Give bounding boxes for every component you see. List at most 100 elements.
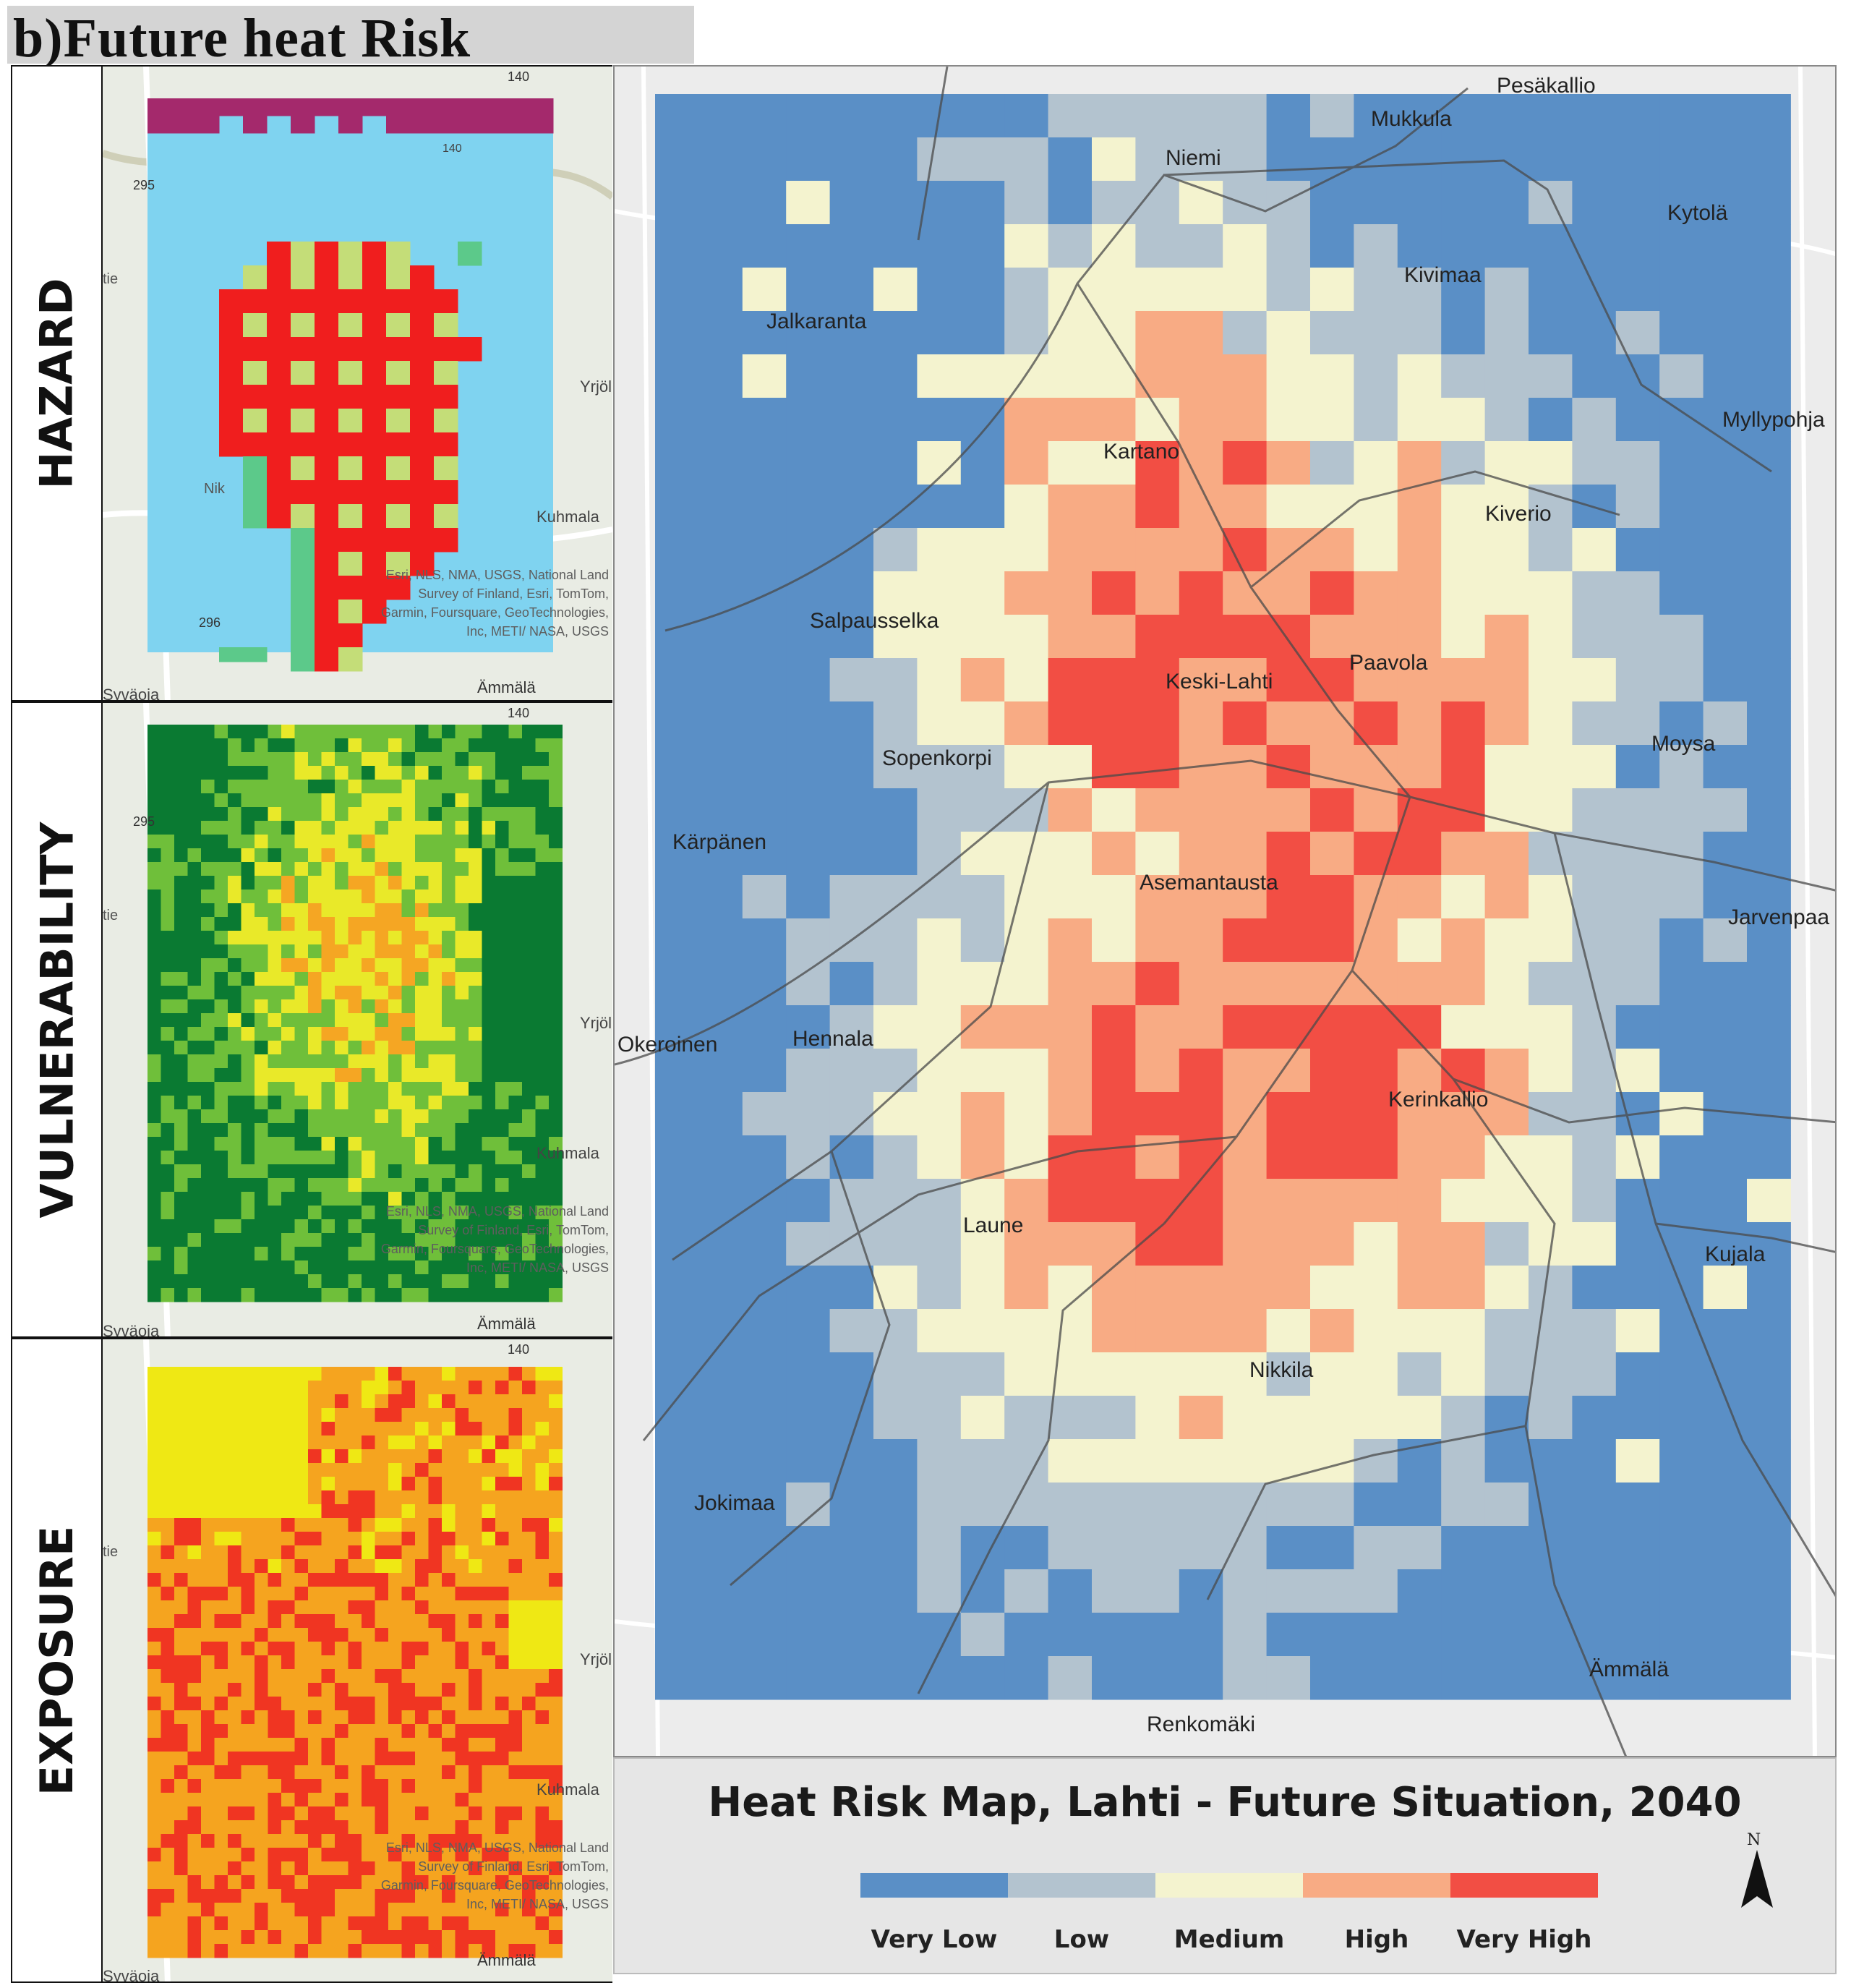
exposure-cell xyxy=(335,1655,349,1670)
exposure-cell xyxy=(241,1587,255,1601)
vulnerability-cell xyxy=(375,793,389,808)
exposure-cell xyxy=(549,1545,563,1560)
exposure-cell xyxy=(348,1504,362,1519)
vulnerability-cell xyxy=(321,738,335,753)
exposure-cell xyxy=(308,1806,322,1821)
vulnerability-cell xyxy=(428,1219,443,1234)
vulnerability-cell xyxy=(535,876,550,890)
risk-cell xyxy=(1659,875,1704,919)
risk-cell xyxy=(1397,1613,1442,1657)
exposure-cell xyxy=(348,1628,362,1642)
vulnerability-cell xyxy=(294,1178,309,1193)
vulnerability-cell xyxy=(281,903,295,918)
heat-risk-map[interactable]: Pesäkallio Mukkula Niemi Kytolä Kivimaa … xyxy=(613,65,1837,1757)
vulnerability-cell xyxy=(375,848,389,863)
exposure-cell xyxy=(348,1449,362,1464)
vulnerability-cell xyxy=(308,903,322,918)
vulnerability-cell xyxy=(535,1288,550,1302)
hazard-cell xyxy=(195,98,220,116)
vulnerability-cell xyxy=(228,958,241,973)
exposure-cell xyxy=(255,1573,268,1587)
exposure-cell xyxy=(255,1916,268,1931)
exposure-cell xyxy=(375,1449,389,1464)
risk-cell xyxy=(1266,918,1311,963)
exposure-cell xyxy=(294,1916,309,1931)
vulnerability-cell xyxy=(187,1219,202,1234)
vulnerability-cell xyxy=(549,1068,563,1083)
exposure-cell xyxy=(187,1683,202,1697)
exposure-cell xyxy=(549,1655,563,1670)
exposure-cell xyxy=(482,1600,496,1615)
risk-cell xyxy=(1484,875,1529,919)
exposure-cell xyxy=(174,1724,188,1739)
risk-cell xyxy=(873,94,918,138)
vulnerability-cell xyxy=(174,1288,188,1302)
vulnerability-cell xyxy=(214,1219,228,1234)
risk-cell xyxy=(786,94,831,138)
hazard-cell xyxy=(243,98,268,116)
figure-title-bar: b)Future heat Risk xyxy=(7,6,694,69)
risk-cell xyxy=(1048,1266,1093,1310)
exposure-cell xyxy=(348,1490,362,1505)
hazard-cell xyxy=(434,528,458,553)
vulnerability-cell xyxy=(508,766,523,780)
exposure-cell xyxy=(362,1381,375,1395)
exposure-cell xyxy=(174,1573,188,1587)
risk-cell xyxy=(1223,1222,1268,1266)
vulnerability-cell xyxy=(375,1274,389,1289)
risk-cell xyxy=(698,832,743,876)
vulnerability-cell xyxy=(187,793,202,808)
exposure-cell xyxy=(495,1793,509,1807)
exposure-cell xyxy=(482,1642,496,1656)
risk-cell xyxy=(1048,1309,1093,1353)
vulnerability-cell xyxy=(148,1206,161,1220)
vulnerability-cell xyxy=(482,1164,496,1179)
hazard-cell xyxy=(243,432,268,457)
hazard-cell xyxy=(291,623,315,648)
risk-cell xyxy=(873,1352,918,1396)
exposure-cell xyxy=(308,1710,322,1725)
vulnerability-cell xyxy=(362,999,375,1014)
exposure-cell xyxy=(201,1697,215,1711)
exposure-cell xyxy=(174,1435,188,1450)
hazard-cell xyxy=(267,361,291,385)
exposure-cell xyxy=(335,1463,349,1477)
vulnerability-cell xyxy=(201,1041,215,1055)
risk-cell xyxy=(1266,1005,1311,1049)
vulnerability-map[interactable]: 295 Yrjöl Kuhmala Syväoja Ämmälä tie 140… xyxy=(103,703,612,1336)
exposure-map[interactable]: 140 Yrjöl Kuhmala Syväoja Ämmälä tie Esr… xyxy=(103,1339,612,1981)
risk-cell xyxy=(1529,1396,1573,1440)
exposure-cell xyxy=(482,1655,496,1670)
vulnerability-cell xyxy=(495,752,509,767)
exposure-cell xyxy=(469,1504,482,1519)
exposure-cell xyxy=(294,1697,309,1711)
vulnerability-cell xyxy=(321,1274,335,1289)
exposure-cell xyxy=(535,1435,550,1450)
risk-cell xyxy=(1441,181,1486,225)
risk-cell xyxy=(1310,354,1354,398)
risk-cell xyxy=(1529,1179,1573,1223)
exposure-cell xyxy=(281,1779,295,1793)
exposure-cell xyxy=(442,1779,456,1793)
vulnerability-cell xyxy=(535,917,550,931)
risk-cell xyxy=(1703,1569,1748,1613)
vulnerability-cell xyxy=(522,1041,536,1055)
vulnerability-cell xyxy=(294,1123,309,1138)
vulnerability-cell xyxy=(442,1233,456,1247)
hazard-map[interactable]: 140 140 295 Yrjöl Kuhmala 296 Syväoja Äm… xyxy=(103,67,612,700)
vulnerability-cell xyxy=(308,793,322,808)
risk-cell xyxy=(1223,701,1268,746)
risk-cell xyxy=(1354,398,1398,442)
vulnerability-cell xyxy=(255,1137,268,1151)
risk-cell xyxy=(742,528,787,572)
exposure-cell xyxy=(161,1889,175,1903)
risk-cell xyxy=(1179,701,1223,746)
risk-cell xyxy=(917,832,962,876)
exposure-cell xyxy=(469,1765,482,1780)
risk-cell xyxy=(1615,832,1660,876)
risk-cell xyxy=(1310,1352,1354,1396)
exposure-cell xyxy=(549,1848,563,1862)
vulnerability-cell xyxy=(255,738,268,753)
vulnerability-cell xyxy=(495,766,509,780)
vulnerability-cell xyxy=(268,848,282,863)
